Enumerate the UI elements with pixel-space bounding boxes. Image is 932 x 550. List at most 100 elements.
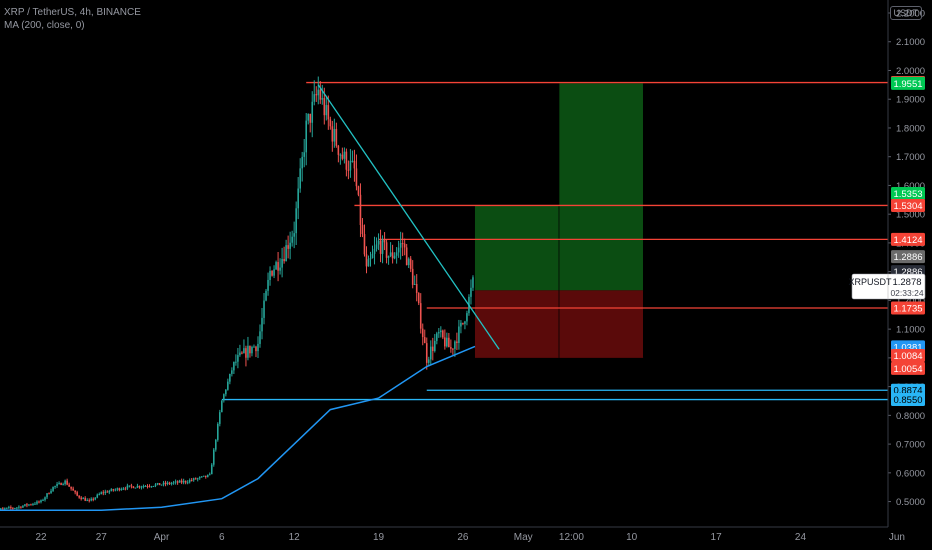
candle-body-211 [415,284,418,293]
y-tick-label-0: 2.2000 [896,9,925,20]
candle-body-170 [333,128,336,142]
candle-body-70 [132,486,135,489]
candle-body-12 [16,507,18,509]
candle-body-76 [144,485,147,487]
candle-body-68 [128,485,131,487]
candle-body-63 [118,488,121,491]
candle-body-116 [225,389,227,395]
candle-body-220 [433,340,436,351]
price-label-7: 1.1735 [893,304,922,315]
candle-body-133 [259,331,261,344]
price-label-2: 1.5353 [893,189,922,200]
candle-body-152 [297,188,299,209]
candle-body-227 [448,337,450,348]
candle-body-174 [341,154,344,159]
candle-body-96 [184,480,187,483]
candle-body-215 [423,337,426,344]
candle-body-138 [269,270,271,280]
y-tick-label-1: 2.1000 [896,37,925,48]
candle-body-118 [229,373,231,382]
candle-body-107 [206,474,209,478]
x-tick-label-11: 24 [795,532,807,543]
candle-body-61 [114,489,117,491]
candle-body-137 [267,279,269,291]
candle-body-213 [419,303,422,329]
candle-body-228 [450,347,452,349]
candle-body-85 [162,482,165,485]
candle-body-26 [44,497,46,500]
candle-body-45 [82,498,84,500]
candle-body-141 [275,262,277,270]
candle-body-209 [411,268,414,285]
candle-body-149 [291,236,293,243]
candle-body-225 [444,337,446,347]
candle-body-110 [212,449,215,465]
x-tick-label-10: 17 [711,532,723,543]
candle-body-95 [182,480,185,483]
candle-body-79 [150,486,153,488]
moving-average-line [0,345,476,511]
candle-body-71 [134,487,137,489]
currency-badge[interactable]: USDT [889,6,922,20]
x-tick-label-6: 26 [457,532,469,543]
candle-body-176 [345,151,348,170]
candle-body-46 [84,498,87,501]
candle-body-80 [152,486,155,488]
candle-body-117 [227,381,229,390]
candle-body-223 [440,330,442,333]
candle-body-123 [239,352,241,356]
symbol-title[interactable]: XRP / TetherUS, 4h, BINANCE [4,7,141,18]
candle-body-153 [299,168,301,189]
candle-body-128 [249,345,251,354]
candle-body-94 [180,480,183,483]
candle-body-193 [379,240,382,254]
candle-body-165 [323,98,326,116]
candle-body-162 [317,89,320,96]
candle-body-28 [48,493,50,495]
candle-body-238 [470,287,472,297]
candle-body-139 [271,270,273,276]
candle-body-53 [98,494,101,496]
candle-body-231 [456,341,458,343]
x-tick-label-2: Apr [154,532,170,543]
x-tick-label-7: May [514,532,533,543]
candle-body-93 [178,480,181,483]
candle-body-203 [399,243,402,248]
candle-body-77 [146,485,149,487]
candle-body-166 [325,105,328,116]
candle-body-217 [427,359,430,363]
candle-body-99 [190,480,193,482]
candle-body-49 [90,498,93,501]
candle-body-208 [409,258,412,269]
x-tick-label-9: 10 [626,532,638,543]
position-2-profit-zone [559,83,644,291]
candle-body-121 [235,361,237,363]
chart-legend: XRP / TetherUS, 4h, BINANCE MA (200, clo… [4,6,141,32]
candle-body-188 [369,258,372,260]
candle-body-167 [327,105,330,120]
candle-body-145 [283,258,285,262]
indicator-label[interactable]: MA (200, close, 0) [4,20,85,31]
candle-body-81 [154,484,157,487]
candle-body-78 [148,486,151,488]
candle-body-179 [351,160,354,162]
candle-body-143 [279,267,281,271]
candle-body-160 [313,94,316,102]
price-label-bg-12 [891,393,925,407]
candle-body-83 [158,483,161,486]
price-label-3: 1.5304 [893,201,922,212]
candle-body-84 [160,484,163,486]
candle-body-40 [72,488,74,491]
price-label-4: 1.4124 [893,235,922,246]
candle-body-7 [6,507,8,509]
candle-body-189 [371,253,374,259]
candle-body-6 [4,508,6,510]
x-tick-label-4: 12 [289,532,301,543]
candle-body-73 [138,485,141,488]
candle-body-8 [8,507,10,509]
candle-body-86 [164,482,167,485]
candle-body-164 [321,98,324,100]
position-1-loss-zone [474,290,560,358]
candle-body-135 [263,300,265,318]
